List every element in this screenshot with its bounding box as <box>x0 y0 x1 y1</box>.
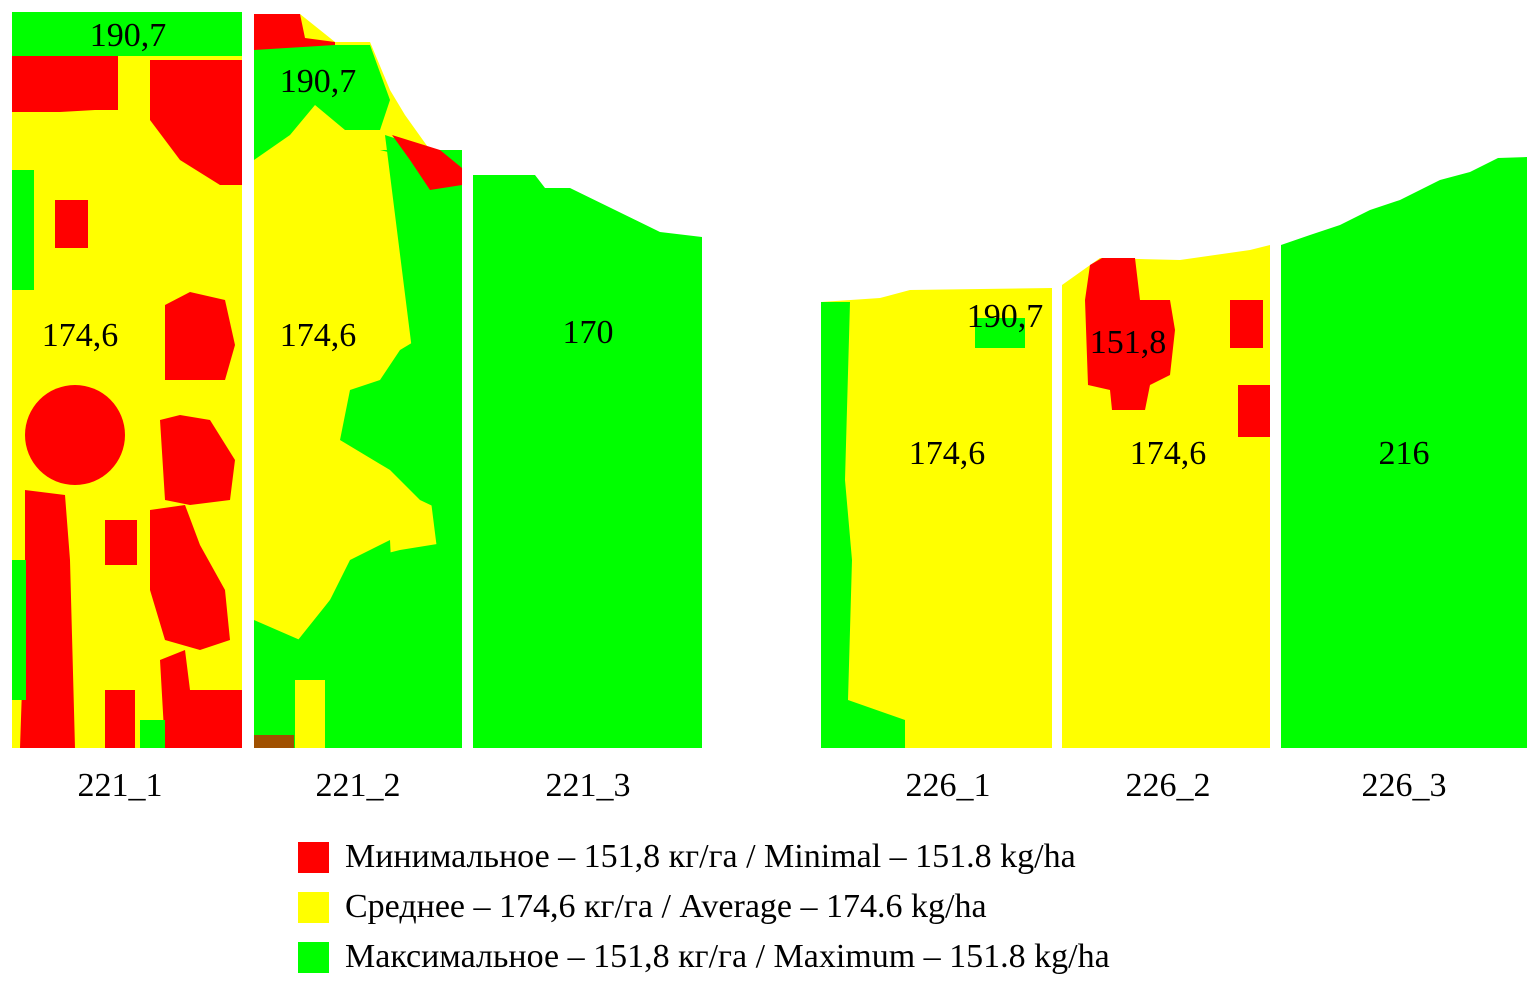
field-221-3 <box>473 175 702 748</box>
legend-label: Среднее – 174,6 кг/га / Average – 174.6 … <box>345 888 987 925</box>
legend-label: Максимальное – 151,8 кг/га / Maximum – 1… <box>345 938 1110 975</box>
field-id-label: 226_2 <box>1126 767 1211 804</box>
value-label: 190,7 <box>967 298 1044 335</box>
value-label: 174,6 <box>1130 435 1207 472</box>
field-id-label: 226_3 <box>1362 767 1447 804</box>
legend-item-minimal: Минимальное – 151,8 кг/га / Minimal – 15… <box>298 834 1076 880</box>
field-221-1 <box>12 12 242 748</box>
legend-swatch <box>298 891 329 923</box>
field-226-1 <box>821 288 1052 748</box>
legend-swatch <box>298 941 329 973</box>
field-id-label: 226_1 <box>906 767 991 804</box>
legend-label: Минимальное – 151,8 кг/га / Minimal – 15… <box>345 838 1076 875</box>
legend-item-average: Среднее – 174,6 кг/га / Average – 174.6 … <box>298 884 987 930</box>
field-id-label: 221_3 <box>546 767 631 804</box>
field-226-2 <box>1062 245 1270 748</box>
value-label: 170 <box>563 314 614 351</box>
value-label: 174,6 <box>909 435 986 472</box>
legend-item-maximum: Максимальное – 151,8 кг/га / Maximum – 1… <box>298 934 1110 980</box>
field-226-3 <box>1281 157 1527 748</box>
value-label: 174,6 <box>42 317 119 354</box>
value-label: 174,6 <box>280 317 357 354</box>
value-label: 216 <box>1379 435 1430 472</box>
legend-swatch <box>298 841 329 873</box>
value-label: 190,7 <box>90 17 167 54</box>
field-221-2 <box>254 14 462 748</box>
value-label: 151,8 <box>1090 324 1167 361</box>
field-id-label: 221_2 <box>316 767 401 804</box>
value-label: 190,7 <box>280 63 357 100</box>
field-id-label: 221_1 <box>78 767 163 804</box>
